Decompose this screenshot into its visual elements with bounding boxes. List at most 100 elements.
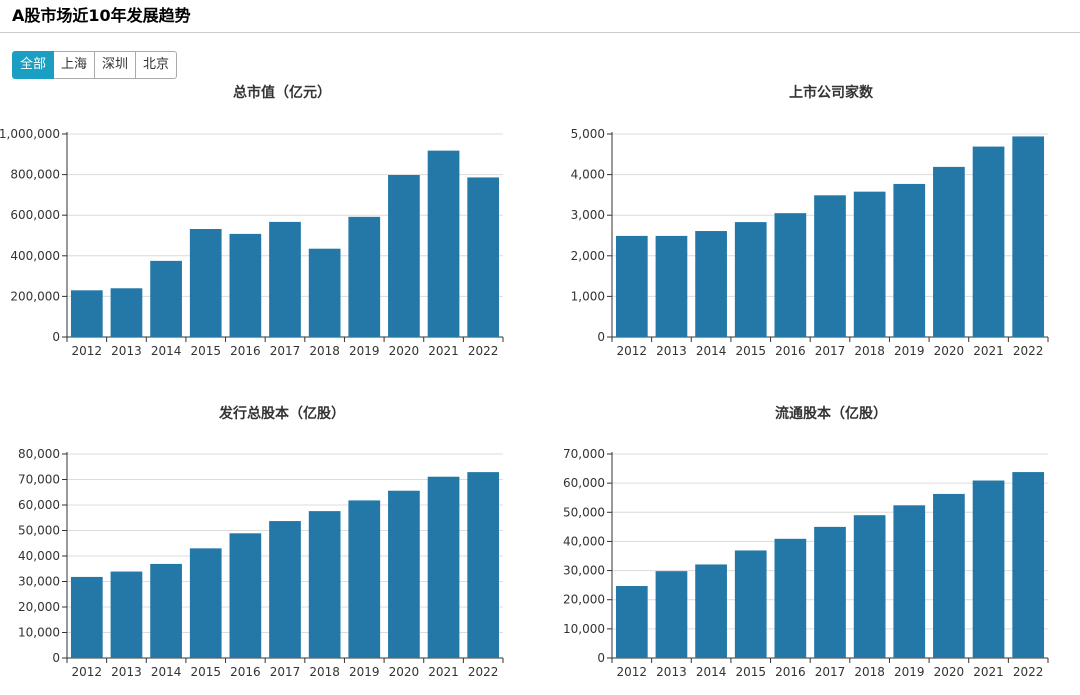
bar-2013[interactable] xyxy=(655,571,688,658)
x-tick-label: 2013 xyxy=(111,665,142,679)
bar-2020[interactable] xyxy=(388,175,420,337)
x-tick-label: 2022 xyxy=(468,344,499,358)
tab-beijing[interactable]: 北京 xyxy=(135,51,178,79)
y-tick-label: 60,000 xyxy=(18,498,60,512)
bar-2012[interactable] xyxy=(70,290,103,337)
y-tick-label: 40,000 xyxy=(18,549,60,563)
x-tick-label: 2018 xyxy=(309,665,340,679)
x-tick-label: 2019 xyxy=(894,665,925,679)
x-tick-label: 2014 xyxy=(151,665,182,679)
x-tick-label: 2013 xyxy=(656,344,687,358)
y-tick-label: 0 xyxy=(52,330,60,344)
bar-2019[interactable] xyxy=(348,216,381,337)
bar-2021[interactable] xyxy=(427,150,460,337)
y-tick-label: 60,000 xyxy=(563,476,605,490)
bar-2015[interactable] xyxy=(189,548,222,658)
y-tick-label: 50,000 xyxy=(563,505,605,519)
region-tabs: 全部 上海 深圳 北京 xyxy=(12,51,178,79)
bar-2019[interactable] xyxy=(893,183,926,337)
bar-2022[interactable] xyxy=(1012,136,1045,337)
x-tick-label: 2012 xyxy=(72,665,103,679)
bar-2019[interactable] xyxy=(893,505,926,658)
bar-2016[interactable] xyxy=(229,533,262,658)
x-tick-label: 2021 xyxy=(973,344,1004,358)
bar-2016[interactable] xyxy=(229,233,262,337)
bar-2015[interactable] xyxy=(189,229,222,337)
x-tick-label: 2020 xyxy=(389,344,420,358)
tab-shanghai[interactable]: 上海 xyxy=(53,51,96,79)
bar-2016[interactable] xyxy=(774,213,807,337)
bar-2015[interactable] xyxy=(734,550,767,658)
x-tick-label: 2021 xyxy=(973,665,1004,679)
bar-2019[interactable] xyxy=(348,500,381,658)
bar-2012[interactable] xyxy=(615,235,648,337)
bar-2018[interactable] xyxy=(853,191,886,337)
x-tick-label: 2018 xyxy=(854,344,885,358)
y-tick-label: 800,000 xyxy=(10,168,60,182)
page-title: A股市场近10年发展趋势 xyxy=(12,6,191,25)
bar-2014[interactable] xyxy=(150,260,182,337)
x-tick-label: 2015 xyxy=(190,665,221,679)
x-tick-label: 2014 xyxy=(696,344,727,358)
bar-2022[interactable] xyxy=(467,472,500,658)
bar-2018[interactable] xyxy=(853,515,886,658)
bar-2013[interactable] xyxy=(110,288,143,337)
bar-2017[interactable] xyxy=(814,526,846,658)
x-tick-label: 2018 xyxy=(854,665,885,679)
chart-float-shares: 流通股本（亿股） 0 10,000 20,000 30,000 40,000 50,000 6… xyxy=(563,405,1049,679)
bar-2021[interactable] xyxy=(972,146,1005,337)
y-tick-label: 5,000 xyxy=(571,127,605,141)
bar-2013[interactable] xyxy=(655,235,688,337)
bar-2018[interactable] xyxy=(308,511,341,658)
chart-title: 发行总股本（亿股） xyxy=(218,405,345,422)
bar-2017[interactable] xyxy=(269,221,301,337)
header-bar: A股市场近10年发展趋势 xyxy=(0,0,1080,33)
bar-2017[interactable] xyxy=(814,195,846,337)
tab-shenzhen[interactable]: 深圳 xyxy=(94,51,137,79)
x-tick-label: 2022 xyxy=(468,665,499,679)
x-tick-label: 2013 xyxy=(111,344,142,358)
x-tick-label: 2014 xyxy=(151,344,182,358)
y-tick-label: 400,000 xyxy=(10,249,60,263)
x-tick-label: 2014 xyxy=(696,665,727,679)
x-tick-label: 2020 xyxy=(389,665,420,679)
bar-2022[interactable] xyxy=(467,177,500,337)
x-tick-label: 2021 xyxy=(428,344,459,358)
x-tick-label: 2019 xyxy=(349,344,380,358)
x-tick-label: 2016 xyxy=(775,665,806,679)
chart-listed-companies: 上市公司家数 0 1,000 2,000 3,000 4,000 5,000 2012 2013… xyxy=(571,84,1049,358)
x-tick-label: 2019 xyxy=(894,344,925,358)
x-tick-label: 2017 xyxy=(815,344,846,358)
bar-2018[interactable] xyxy=(308,248,341,337)
tab-all[interactable]: 全部 xyxy=(12,51,55,79)
bar-2012[interactable] xyxy=(70,576,103,658)
chart-total-market-value: 总市值（亿元） 0 200,000 400,000 600,000 800,000 1,00… xyxy=(0,84,504,358)
y-tick-label: 600,000 xyxy=(10,208,60,222)
x-tick-label: 2022 xyxy=(1013,665,1044,679)
x-tick-label: 2020 xyxy=(934,344,965,358)
bar-2017[interactable] xyxy=(269,521,301,658)
x-tick-label: 2012 xyxy=(72,344,103,358)
bar-2014[interactable] xyxy=(695,564,727,658)
x-tick-label: 2016 xyxy=(230,665,261,679)
bar-2021[interactable] xyxy=(427,476,460,658)
bar-2021[interactable] xyxy=(972,480,1005,658)
bar-2022[interactable] xyxy=(1012,472,1045,658)
x-tick-label: 2018 xyxy=(309,344,340,358)
y-tick-label: 20,000 xyxy=(18,600,60,614)
x-tick-label: 2019 xyxy=(349,665,380,679)
bar-2014[interactable] xyxy=(150,563,182,658)
bar-2020[interactable] xyxy=(933,493,965,658)
x-tick-label: 2022 xyxy=(1013,344,1044,358)
x-tick-label: 2015 xyxy=(735,665,766,679)
bar-2015[interactable] xyxy=(734,222,767,337)
bar-2014[interactable] xyxy=(695,231,727,337)
bar-2020[interactable] xyxy=(388,490,420,658)
bar-2013[interactable] xyxy=(110,571,143,658)
y-tick-label: 200,000 xyxy=(10,289,60,303)
bar-2016[interactable] xyxy=(774,538,807,658)
y-tick-label: 30,000 xyxy=(563,564,605,578)
bar-2012[interactable] xyxy=(615,586,648,658)
y-tick-label: 70,000 xyxy=(563,447,605,461)
bar-2020[interactable] xyxy=(933,166,965,337)
